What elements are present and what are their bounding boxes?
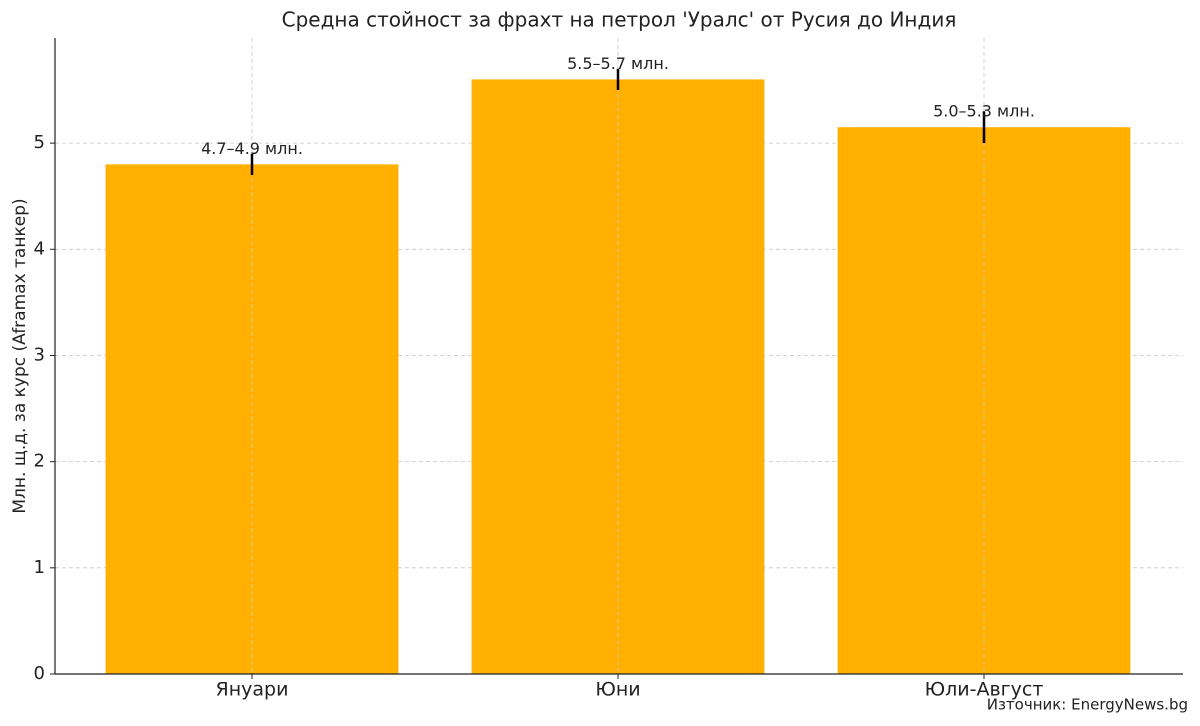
x-tick-label: Юни [595,679,640,701]
x-tick-label: Юли-Август [925,679,1044,701]
y-axis-label: Млн. щ.д. за курс (Aframax танкер) [10,198,30,513]
value-label: 4.7–4.9 млн. [201,139,303,158]
y-tick-label: 5 [34,132,45,153]
y-tick-label: 1 [34,557,45,578]
y-tick-label: 0 [34,663,45,684]
y-tick-label: 4 [34,238,45,259]
value-label: 5.0–5.3 млн. [933,102,1035,121]
y-tick-label: 3 [34,344,45,365]
source-note: Източник: EnergyNews.bg [987,696,1188,714]
value-label: 5.5–5.7 млн. [567,54,669,73]
bar [837,127,1131,674]
chart-title: Средна стойност за фрахт на петрол 'Урал… [282,8,957,32]
y-tick-label: 2 [34,451,45,472]
x-tick-label: Януари [216,679,289,701]
